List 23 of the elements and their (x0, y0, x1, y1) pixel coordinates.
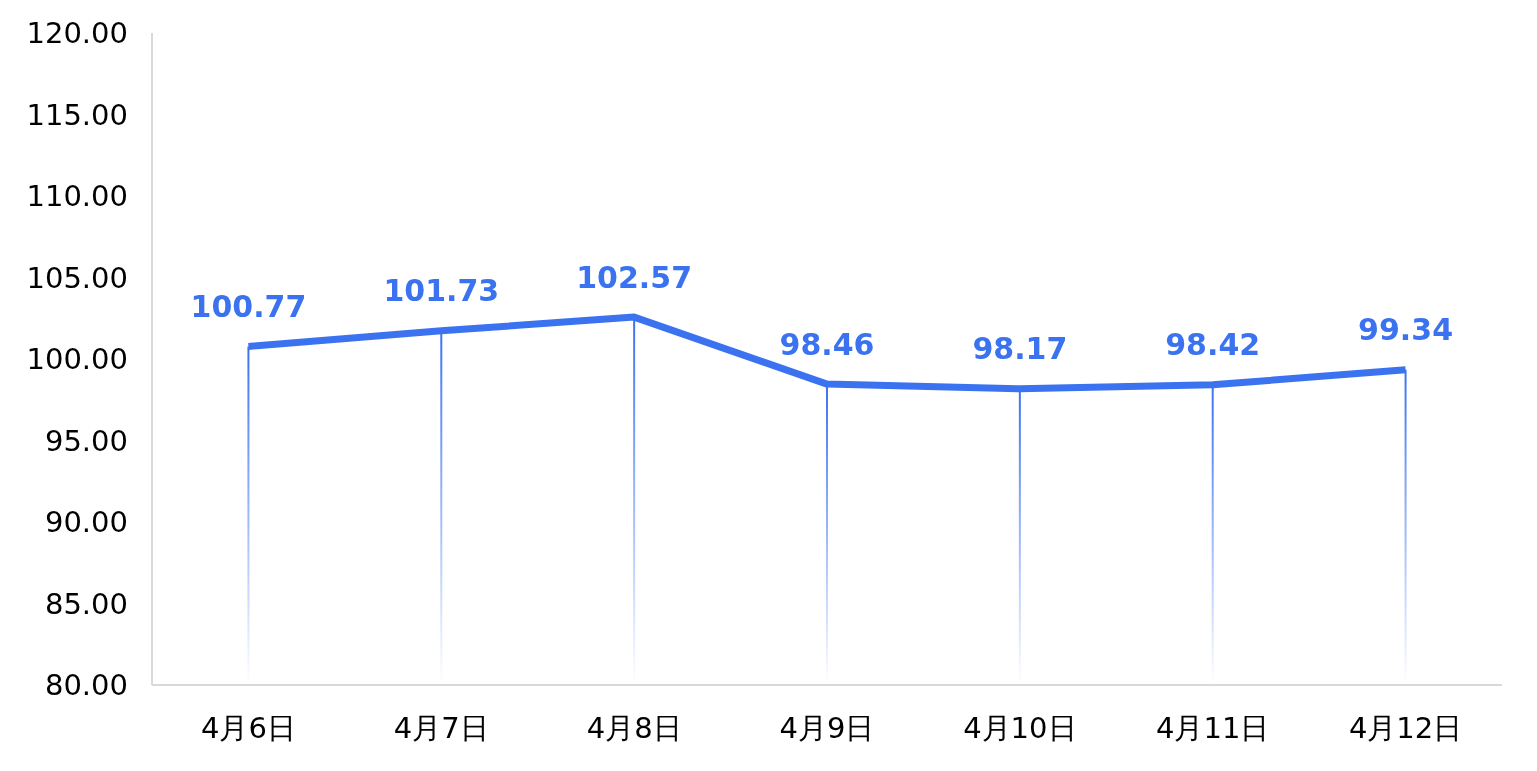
x-tick-label: 4月10日 (963, 711, 1077, 745)
data-label: 98.17 (972, 331, 1068, 367)
data-label: 98.46 (779, 326, 875, 362)
x-tick-label: 4月6日 (200, 711, 296, 745)
y-tick-label: 95.00 (44, 423, 128, 458)
data-label: 99.34 (1358, 312, 1454, 348)
x-tick-label: 4月11日 (1156, 711, 1270, 745)
x-tick-label: 4月9日 (779, 711, 875, 745)
x-tick-label: 4月12日 (1348, 711, 1463, 745)
y-tick-label: 115.00 (26, 97, 128, 132)
data-label: 98.42 (1165, 327, 1261, 363)
x-tick-label: 4月8日 (586, 711, 682, 745)
y-tick-label: 80.00 (44, 668, 128, 702)
y-tick-label: 100.00 (26, 342, 128, 376)
y-tick-label: 110.00 (26, 179, 128, 213)
y-tick-label: 90.00 (44, 505, 128, 539)
data-label: 102.57 (576, 259, 693, 295)
data-label: 100.77 (190, 288, 307, 324)
y-tick-label: 85.00 (44, 586, 128, 621)
data-label: 101.73 (383, 273, 500, 309)
y-tick-label: 120.00 (26, 16, 128, 50)
x-tick-label: 4月7日 (393, 711, 489, 745)
y-tick-label: 105.00 (26, 260, 128, 295)
